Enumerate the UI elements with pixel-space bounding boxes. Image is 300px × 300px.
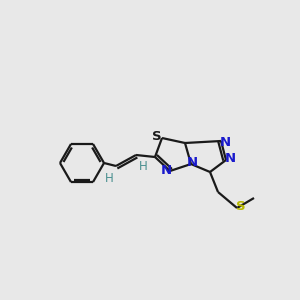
- Text: H: H: [105, 172, 113, 184]
- Text: N: N: [224, 152, 236, 166]
- Text: S: S: [152, 130, 162, 143]
- Text: N: N: [219, 136, 231, 148]
- Text: H: H: [139, 160, 147, 173]
- Text: N: N: [160, 164, 172, 176]
- Text: S: S: [236, 200, 246, 214]
- Text: N: N: [186, 155, 198, 169]
